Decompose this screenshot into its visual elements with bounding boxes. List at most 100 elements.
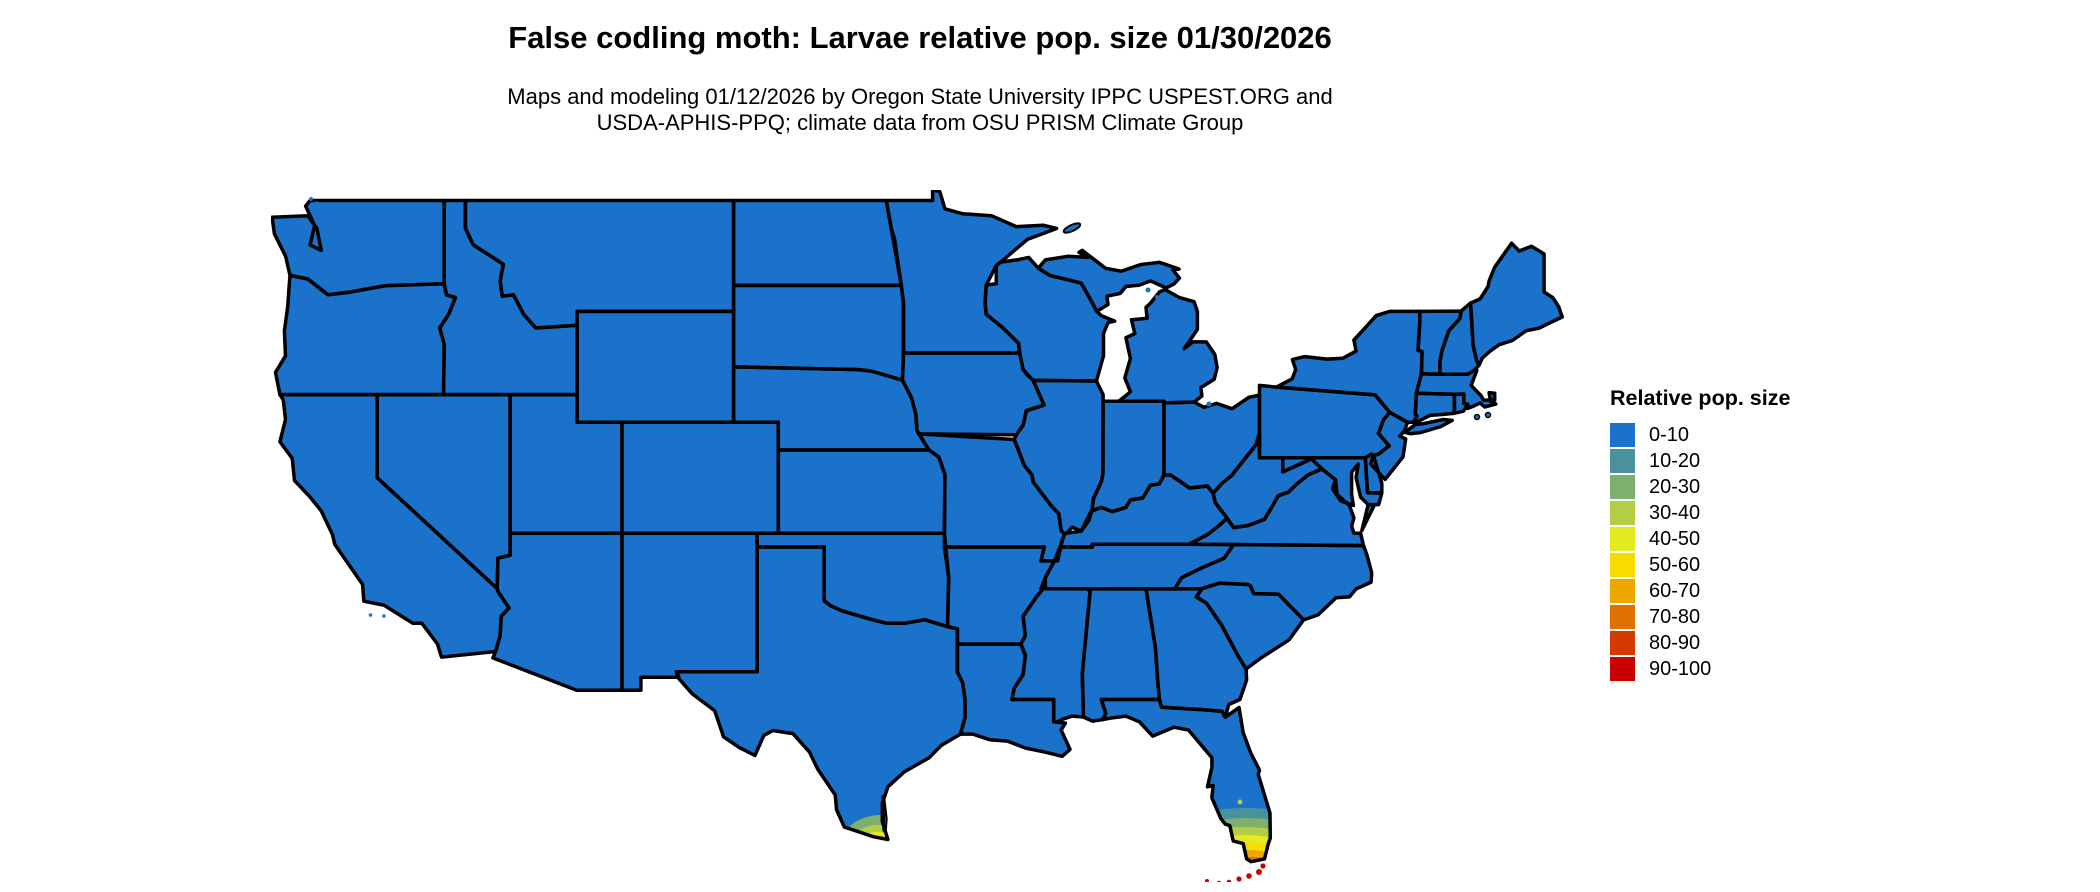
state-shape (733, 285, 904, 381)
legend-label: 70-80 (1649, 605, 1701, 628)
us-map (270, 188, 1564, 887)
florida-keys-island (1256, 869, 1262, 875)
florida-keys-island (1226, 879, 1232, 885)
state-shape (510, 394, 622, 534)
legend-label: 30-40 (1649, 501, 1701, 524)
legend-item: 90-100 (1610, 657, 1918, 681)
legend-item: 10-20 (1610, 449, 1918, 473)
state-shape (778, 450, 945, 534)
state-shape (492, 533, 622, 691)
state-shape (1146, 588, 1247, 718)
legend-swatch (1610, 631, 1635, 655)
legend-swatch (1610, 423, 1635, 447)
us-map-container (270, 188, 1567, 887)
legend-label: 10-20 (1649, 449, 1701, 472)
state-shape (1276, 311, 1422, 423)
legend-item: 50-60 (1610, 553, 1918, 577)
state-shape (621, 422, 779, 534)
legend-label: 40-50 (1649, 527, 1701, 550)
state-shape (1041, 544, 1234, 589)
island-dot (1499, 338, 1503, 342)
state-border (983, 255, 1117, 383)
state-border (1403, 417, 1454, 436)
state-shape (676, 547, 965, 840)
page-title: False codling moth: Larvae relative pop.… (508, 20, 1332, 55)
legend-item: 80-90 (1610, 631, 1918, 655)
legend-swatch (1610, 475, 1635, 499)
state-border (1099, 697, 1273, 864)
legend-swatch (1610, 605, 1635, 629)
legend-label: 80-90 (1649, 631, 1701, 654)
state-shape (465, 200, 734, 328)
population-band (1227, 864, 1275, 883)
legend-label: 20-30 (1649, 475, 1701, 498)
florida-keys-island (1236, 876, 1242, 882)
population-spot (1237, 799, 1243, 805)
population-band (841, 815, 921, 840)
island-dot (382, 614, 386, 618)
state-shape (1404, 419, 1453, 434)
state-border (491, 531, 624, 693)
florida-keys-island (1216, 880, 1222, 886)
state-border (1194, 581, 1306, 671)
state-border (881, 795, 888, 835)
legend-swatch (1610, 449, 1635, 473)
state-shape (1011, 585, 1091, 723)
state-shape (377, 394, 511, 589)
state-shape (944, 547, 1055, 645)
south-texas-hotspot (841, 815, 921, 853)
state-shape (733, 200, 902, 286)
florida-keys-island (1260, 863, 1266, 869)
legend-label: 50-60 (1649, 553, 1701, 576)
state-fills (272, 190, 1563, 862)
state-shape (275, 275, 456, 395)
island-dot (1155, 295, 1159, 299)
legend-items: 0-10 10-20 20-30 30-40 40-50 50-60 60-70 70-80 8… (1598, 423, 1918, 681)
state-shape (1282, 457, 1382, 506)
florida-keys-island (1246, 873, 1252, 879)
legend-swatch (1610, 527, 1635, 551)
legend-title: Relative pop. size (1610, 386, 1791, 410)
legend-label: 60-70 (1649, 579, 1701, 602)
island-dot (315, 201, 319, 205)
state-shape (886, 190, 1057, 353)
legend: Relative pop. size 0-10 10-20 20-30 30-40 40… (1598, 386, 1918, 683)
legend-swatch (1610, 579, 1635, 603)
state-shape (1014, 380, 1104, 534)
legend-swatch (1610, 501, 1635, 525)
legend-item: 30-40 (1610, 501, 1918, 525)
nantucket-island (1484, 411, 1492, 419)
legend-item: 20-30 (1610, 475, 1918, 499)
state-shape (1091, 401, 1164, 512)
state-shape (1060, 475, 1228, 547)
state-shape (1470, 243, 1563, 366)
state-shape (1118, 289, 1218, 403)
state-shape (621, 533, 758, 691)
florida-keys-island (1205, 879, 1209, 883)
population-band (1240, 869, 1270, 881)
legend-item: 0-10 (1610, 423, 1918, 447)
island-dot (1162, 302, 1166, 306)
state-shape (1439, 303, 1479, 375)
state-shape (1259, 385, 1390, 458)
state-shape (577, 311, 734, 423)
state-border (1090, 399, 1166, 514)
marthas-vineyard-island (1473, 413, 1481, 421)
state-shape (733, 366, 929, 450)
map-subtitle: Maps and modeling 01/12/2026 by Oregon S… (170, 84, 1670, 136)
state-borders (270, 188, 1564, 864)
population-band (881, 845, 889, 853)
state-shape (757, 533, 949, 627)
state-shape (439, 200, 578, 395)
isle-royale-island (1062, 222, 1082, 234)
island-dot (1145, 287, 1151, 293)
state-shape (1413, 393, 1455, 423)
state-shape (279, 394, 509, 658)
island-dot (1512, 331, 1516, 335)
legend-item: 60-70 (1610, 579, 1918, 603)
state-shape (1213, 432, 1322, 528)
legend-item: 40-50 (1610, 527, 1918, 551)
state-border (1468, 241, 1564, 367)
state-border (1162, 393, 1262, 496)
